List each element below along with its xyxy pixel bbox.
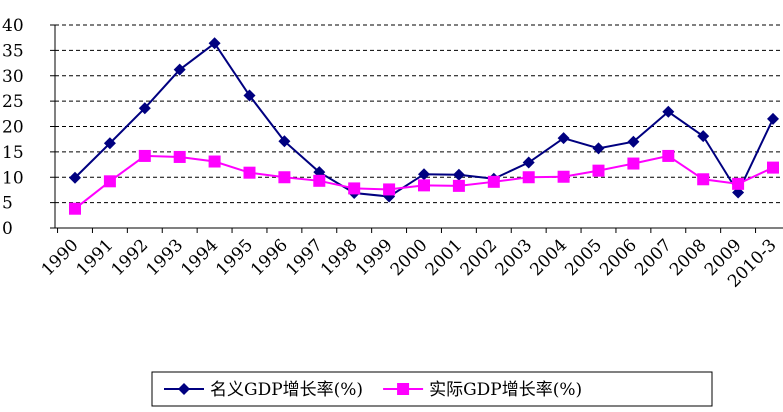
y-tick-label: 15	[2, 143, 24, 163]
series-marker	[662, 149, 675, 162]
x-tick-label: 1995	[212, 235, 257, 280]
series-marker	[278, 135, 291, 148]
x-tick-label: 1996	[247, 235, 292, 280]
y-tick-label: 30	[2, 67, 24, 87]
x-tick-label: 2006	[596, 235, 641, 280]
y-tick-label: 40	[2, 16, 24, 36]
y-tick-label: 10	[2, 168, 24, 188]
x-tick-label: 2008	[666, 235, 711, 280]
x-tick-label: 2000	[387, 235, 432, 280]
series-marker	[592, 164, 605, 177]
x-tick-label: 1998	[317, 235, 362, 280]
series-marker	[557, 132, 570, 145]
series-marker	[662, 105, 675, 118]
x-tick-label: 1999	[352, 235, 397, 280]
series-marker	[418, 179, 430, 192]
x-tick-label: 2004	[526, 235, 571, 280]
series-marker	[208, 155, 221, 168]
series-marker	[103, 137, 116, 150]
series-marker	[208, 37, 221, 50]
y-tick-label: 20	[2, 118, 24, 138]
x-tick-label: 1993	[142, 235, 187, 280]
y-tick-label: 35	[2, 41, 24, 61]
series-marker	[313, 174, 326, 187]
series-marker	[103, 175, 116, 188]
series-marker	[138, 102, 151, 115]
y-tick-label: 0	[2, 219, 13, 239]
series-marker	[592, 142, 605, 155]
series-marker	[627, 135, 640, 148]
legend-label: 实际GDP增长率(%)	[429, 380, 582, 400]
series-marker	[522, 171, 535, 184]
series-marker	[697, 130, 710, 143]
series-marker	[627, 157, 640, 170]
series-marker	[243, 89, 256, 102]
series-marker	[69, 171, 81, 184]
legend-box	[151, 371, 713, 407]
legend-marker	[397, 383, 410, 395]
series-marker	[243, 166, 256, 179]
y-tick-label: 5	[2, 194, 13, 214]
x-tick-label: 1991	[73, 235, 118, 280]
series-marker	[767, 112, 779, 125]
series-marker	[418, 168, 430, 181]
series-marker	[522, 156, 535, 169]
series-marker	[278, 171, 291, 184]
series-marker	[348, 182, 361, 195]
series-marker	[452, 179, 465, 192]
x-tick-label: 2001	[422, 235, 467, 280]
y-tick-label: 25	[2, 92, 24, 112]
x-tick-label: 1997	[282, 235, 327, 280]
series-marker	[452, 168, 465, 181]
x-tick-label: 2002	[457, 235, 502, 280]
series-marker	[557, 170, 570, 183]
series-marker	[732, 177, 745, 190]
series-marker	[383, 183, 396, 196]
series-marker	[69, 202, 81, 215]
series-marker	[138, 149, 151, 162]
x-tick-label: 1992	[108, 235, 153, 280]
series-marker	[697, 173, 710, 186]
legend-marker	[178, 383, 190, 395]
x-tick-label: 2005	[561, 235, 606, 280]
series-marker	[487, 175, 500, 188]
series-marker	[173, 150, 186, 163]
x-tick-label: 2007	[631, 235, 676, 280]
x-tick-label: 1990	[38, 235, 83, 280]
series-marker	[173, 63, 186, 76]
x-tick-label: 1994	[177, 235, 222, 280]
x-tick-label: 2003	[492, 235, 537, 280]
legend-label: 名义GDP增长率(%)	[210, 380, 363, 400]
series-marker	[767, 161, 779, 174]
